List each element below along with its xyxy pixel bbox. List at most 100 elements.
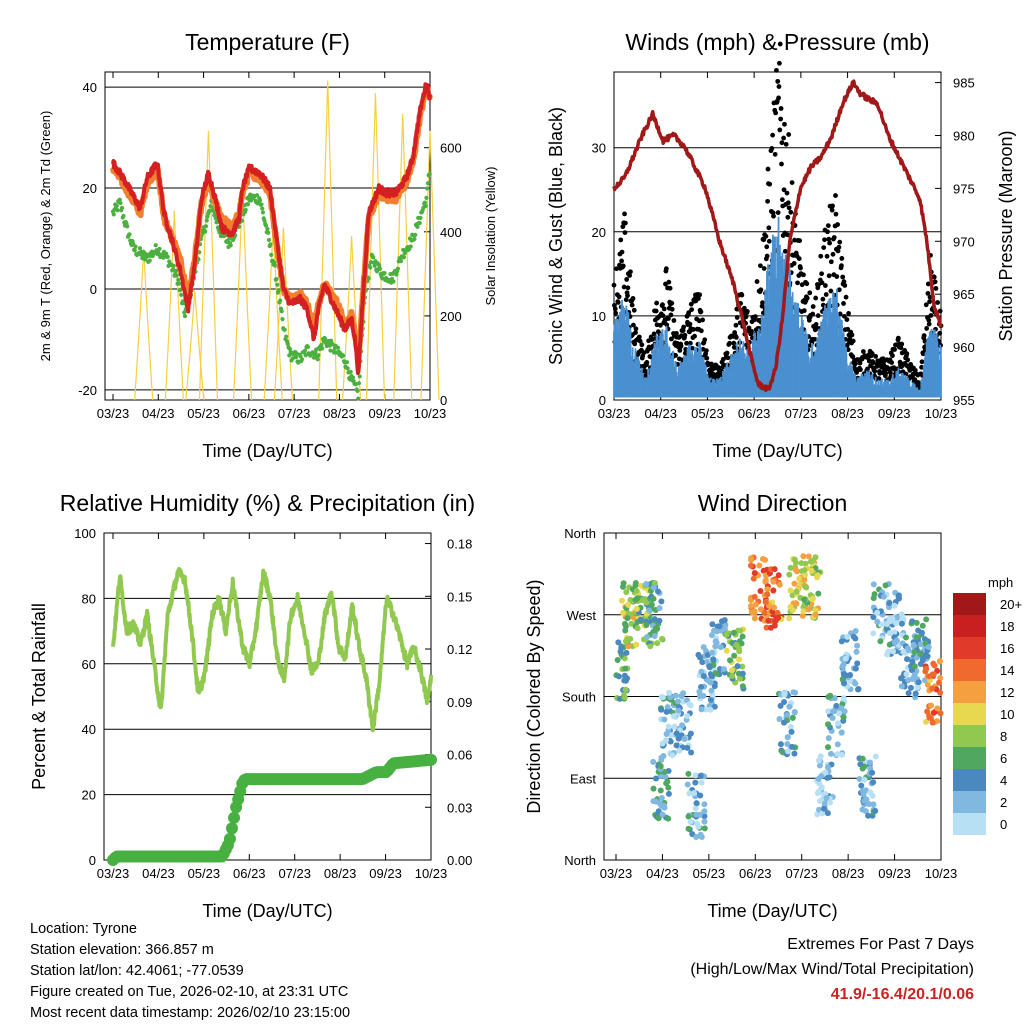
gust-point	[850, 354, 856, 359]
direction-point	[936, 658, 943, 665]
gust-point	[778, 106, 784, 111]
direction-point	[634, 625, 641, 632]
colorbar-swatch	[953, 725, 986, 747]
x-tick-label: 04/23	[142, 866, 175, 881]
dewpoint-point	[114, 203, 119, 208]
dewpoint-point	[181, 300, 186, 306]
dewpoint-point	[118, 200, 123, 206]
x-tick-label: 08/23	[324, 866, 357, 881]
gust-point	[791, 261, 797, 266]
x-tick-label: 09/23	[369, 866, 402, 881]
gust-point	[666, 316, 671, 321]
direction-point	[859, 765, 866, 772]
direction-point	[728, 667, 735, 674]
gust-point	[920, 351, 926, 357]
dewpoint-point	[341, 353, 346, 358]
y-tick-label: North	[564, 526, 596, 541]
colorbar-label: 14	[1000, 663, 1014, 678]
direction-point	[634, 595, 641, 602]
gust-point	[841, 279, 847, 285]
direction-point	[799, 612, 806, 619]
direction-point	[685, 813, 692, 820]
gust-point	[892, 347, 897, 352]
panel-title-1: Temperature (F)	[185, 29, 350, 55]
direction-point	[793, 568, 800, 575]
x-tick-label: 10/23	[925, 866, 958, 881]
direction-point	[867, 789, 874, 796]
dewpoint-point	[282, 327, 287, 332]
gust-point	[724, 350, 730, 356]
gust-point	[627, 273, 633, 278]
dewpoint-point	[272, 260, 277, 265]
gust-point	[631, 307, 637, 313]
y2-tick-label: 600	[440, 141, 462, 156]
direction-point	[622, 686, 629, 693]
x-axis-label-1: Time (Day/UTC)	[202, 441, 332, 461]
gust-point	[837, 239, 843, 245]
gust-point	[786, 132, 792, 137]
gust-point	[741, 305, 747, 311]
gust-point	[673, 353, 679, 358]
direction-point	[656, 617, 663, 624]
gust-point	[611, 282, 617, 288]
direction-point	[840, 661, 847, 668]
direction-point	[903, 656, 910, 663]
dewpoint-point	[398, 259, 404, 264]
gust-point	[857, 360, 863, 366]
gust-point	[771, 213, 776, 219]
colorbar-swatch	[953, 769, 986, 791]
direction-point	[900, 616, 907, 623]
gust-point	[937, 330, 943, 336]
gust-point	[697, 292, 703, 298]
direction-point	[861, 776, 868, 783]
direction-point	[870, 801, 877, 808]
gust-point	[690, 345, 695, 351]
gust-point	[835, 222, 841, 227]
direction-point	[651, 616, 658, 623]
direction-point	[627, 635, 634, 642]
dewpoint-point	[266, 237, 272, 243]
direction-point	[809, 596, 816, 603]
plot-frame-1	[104, 71, 431, 401]
direction-point	[685, 770, 692, 777]
direction-point	[936, 679, 943, 686]
dewpoint-point	[345, 366, 350, 371]
gust-point	[846, 311, 851, 316]
direction-point	[654, 640, 661, 647]
gust-point	[828, 259, 834, 265]
y-tick-label: 80	[82, 591, 96, 606]
x-axis-label-2: Time (Day/UTC)	[712, 441, 842, 461]
direction-point	[825, 735, 832, 742]
dewpoint-point	[377, 266, 383, 271]
gust-point	[932, 279, 938, 285]
direction-point	[918, 629, 925, 636]
y2-tick-label: 970	[953, 234, 975, 249]
gust-point	[860, 349, 866, 354]
direction-point	[684, 781, 691, 788]
direction-point	[801, 596, 808, 603]
direction-point	[748, 555, 755, 562]
direction-point	[869, 769, 876, 776]
dewpoint-point	[315, 357, 320, 362]
direction-point	[802, 560, 809, 567]
direction-point	[893, 637, 900, 644]
colorbar-label: 12	[1000, 685, 1014, 700]
direction-point	[788, 728, 795, 735]
dewpoint-point	[280, 317, 285, 322]
gust-point	[825, 223, 831, 229]
direction-point	[891, 629, 898, 636]
gust-point	[822, 237, 827, 243]
direction-point	[658, 635, 665, 642]
dewpoint-point	[417, 220, 422, 226]
gust-point	[836, 244, 842, 250]
direction-point	[893, 620, 900, 627]
gust-point	[678, 343, 684, 349]
gust-point	[925, 290, 931, 296]
dewpoint-point	[356, 381, 362, 386]
gust-point	[919, 359, 925, 365]
gust-point	[623, 297, 629, 303]
gust-point	[682, 332, 688, 338]
direction-point	[736, 656, 743, 663]
dewpoint-point	[257, 198, 263, 203]
dewpoint-point	[382, 271, 387, 276]
